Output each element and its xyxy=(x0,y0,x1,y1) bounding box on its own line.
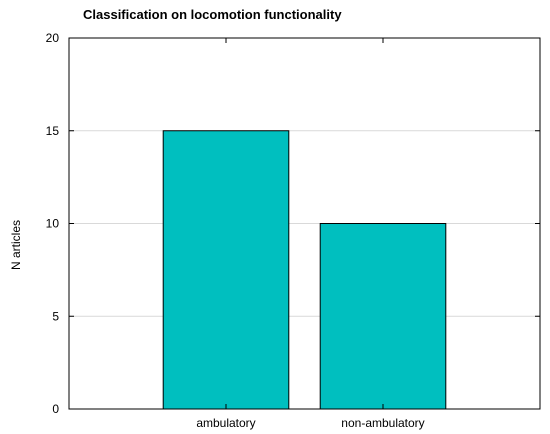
chart-title: Classification on locomotion functionali… xyxy=(83,7,342,22)
bar-non-ambulatory xyxy=(319,223,447,410)
grid-lines xyxy=(69,130,540,317)
y-tick-label: 5 xyxy=(52,309,59,323)
x-tick-label: non-ambulatory xyxy=(341,416,424,430)
bars xyxy=(162,130,447,410)
y-tick-label: 15 xyxy=(46,124,60,138)
y-tick-label: 20 xyxy=(46,31,60,45)
y-axis-label: N articles xyxy=(9,220,23,270)
y-tick-label: 0 xyxy=(52,402,59,416)
x-tick-label: ambulatory xyxy=(196,416,255,430)
bar-ambulatory xyxy=(162,130,290,410)
y-tick-label: 10 xyxy=(46,217,60,231)
axis-ticks: 0 5 10 15 20 ambulatory non-ambulatory xyxy=(46,31,540,430)
